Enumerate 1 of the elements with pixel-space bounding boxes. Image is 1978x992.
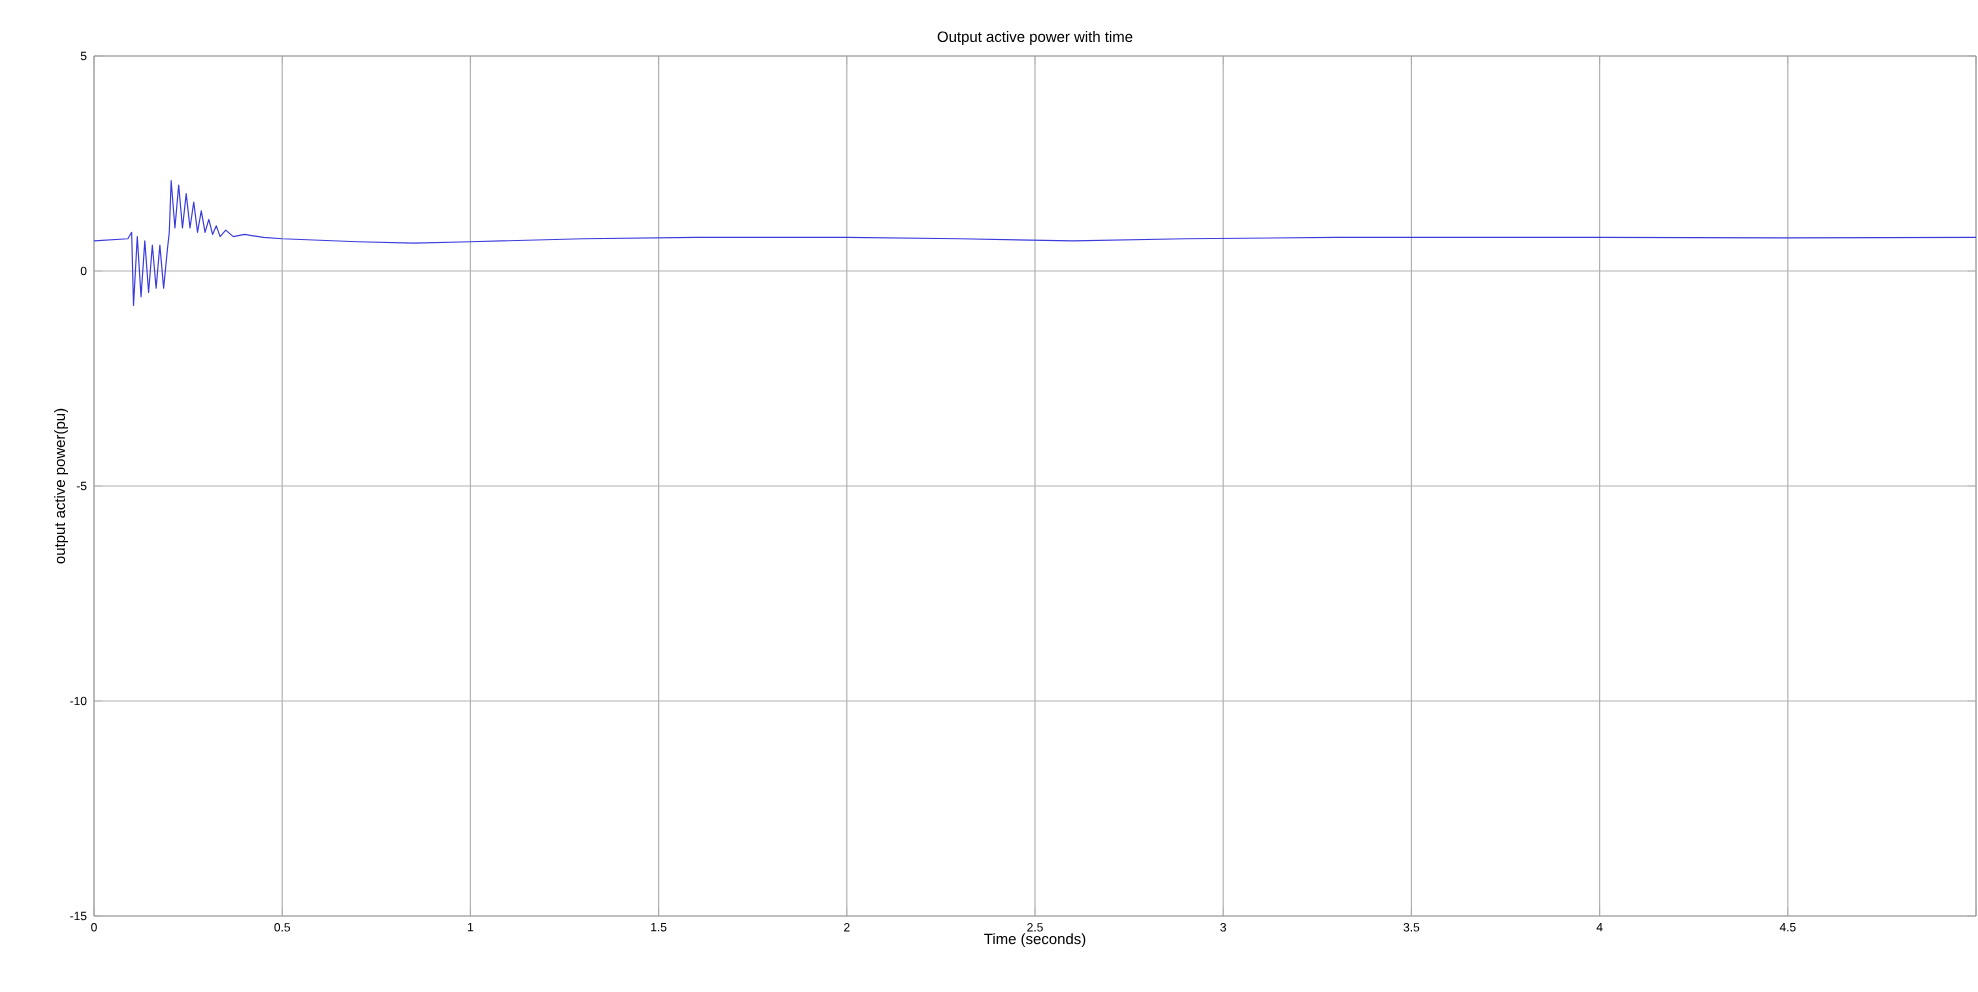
line-series — [94, 180, 1977, 306]
